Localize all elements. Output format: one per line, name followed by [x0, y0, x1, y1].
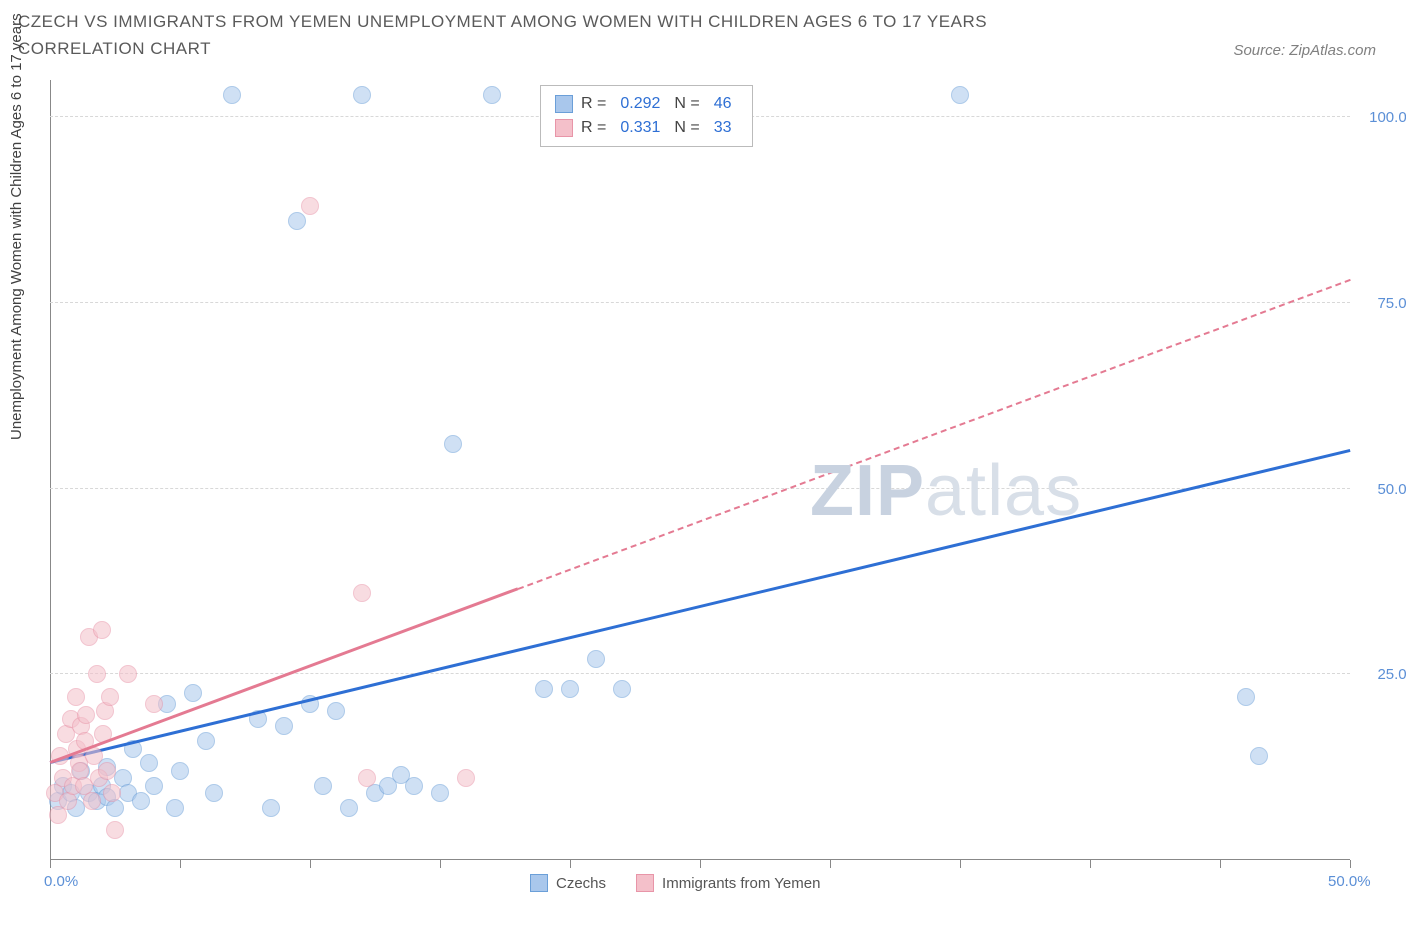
data-point [275, 717, 293, 735]
legend-swatch-czechs [530, 874, 548, 892]
watermark-zip: ZIP [810, 451, 925, 531]
data-point [166, 799, 184, 817]
chart-title: CZECH VS IMMIGRANTS FROM YEMEN UNEMPLOYM… [18, 8, 1118, 62]
data-point [67, 688, 85, 706]
data-point [535, 680, 553, 698]
x-tick-label: 0.0% [44, 873, 78, 890]
stat-r-label2: R = [581, 116, 606, 140]
stat-n-yemen: 33 [714, 116, 732, 140]
y-tick-label: 50.0% [1360, 481, 1406, 498]
scatter-plot: 25.0%50.0%75.0%100.0%0.0%50.0% [50, 80, 1350, 860]
y-axis-line [50, 80, 51, 860]
legend-label-czechs: Czechs [556, 875, 606, 892]
bottom-legend: Czechs Immigrants from Yemen [530, 874, 820, 892]
x-tick [440, 860, 441, 868]
stats-legend-box: R = 0.292 N = 46 R = 0.331 N = 33 [540, 85, 753, 147]
x-tick [180, 860, 181, 868]
stats-row-yemen: R = 0.331 N = 33 [555, 116, 738, 140]
data-point [103, 784, 121, 802]
x-tick [1090, 860, 1091, 868]
data-point [171, 762, 189, 780]
data-point [340, 799, 358, 817]
x-tick [1350, 860, 1351, 868]
data-point [327, 702, 345, 720]
data-point [353, 584, 371, 602]
stats-row-czechs: R = 0.292 N = 46 [555, 92, 738, 116]
data-point [223, 86, 241, 104]
x-tick [310, 860, 311, 868]
data-point [101, 688, 119, 706]
stat-r-yemen: 0.331 [620, 116, 660, 140]
stat-r-czechs: 0.292 [620, 92, 660, 116]
watermark: ZIPatlas [810, 450, 1082, 532]
data-point [405, 777, 423, 795]
x-tick [50, 860, 51, 868]
data-point [83, 792, 101, 810]
legend-swatch-yemen [636, 874, 654, 892]
data-point [77, 706, 95, 724]
data-point [561, 680, 579, 698]
x-tick [700, 860, 701, 868]
x-tick [960, 860, 961, 868]
source-label: Source: ZipAtlas.com [1233, 42, 1376, 59]
data-point [132, 792, 150, 810]
data-point [85, 747, 103, 765]
data-point [288, 212, 306, 230]
data-point [951, 86, 969, 104]
data-point [353, 86, 371, 104]
stat-n-label2: N = [674, 116, 699, 140]
data-point [314, 777, 332, 795]
legend-item-yemen: Immigrants from Yemen [636, 874, 820, 892]
grid-line [50, 488, 1350, 489]
y-tick-label: 25.0% [1360, 666, 1406, 683]
data-point [483, 86, 501, 104]
data-point [98, 762, 116, 780]
stat-r-label: R = [581, 92, 606, 116]
data-point [358, 769, 376, 787]
y-tick-label: 75.0% [1360, 295, 1406, 312]
data-point [301, 197, 319, 215]
data-point [145, 695, 163, 713]
data-point [49, 806, 67, 824]
data-point [431, 784, 449, 802]
grid-line [50, 673, 1350, 674]
y-tick-label: 100.0% [1360, 109, 1406, 126]
data-point [1250, 747, 1268, 765]
swatch-yemen [555, 119, 573, 137]
trend-line-extrapolated [518, 279, 1351, 590]
data-point [457, 769, 475, 787]
data-point [262, 799, 280, 817]
stat-n-czechs: 46 [714, 92, 732, 116]
grid-line [50, 302, 1350, 303]
data-point [613, 680, 631, 698]
legend-item-czechs: Czechs [530, 874, 606, 892]
data-point [1237, 688, 1255, 706]
y-axis-label: Unemployment Among Women with Children A… [8, 13, 25, 440]
data-point [587, 650, 605, 668]
data-point [106, 821, 124, 839]
swatch-czechs [555, 95, 573, 113]
data-point [145, 777, 163, 795]
x-tick [570, 860, 571, 868]
data-point [140, 754, 158, 772]
x-tick [1220, 860, 1221, 868]
legend-label-yemen: Immigrants from Yemen [662, 875, 820, 892]
data-point [119, 665, 137, 683]
data-point [184, 684, 202, 702]
data-point [88, 665, 106, 683]
x-tick-label: 50.0% [1328, 873, 1371, 890]
x-tick [830, 860, 831, 868]
data-point [205, 784, 223, 802]
trend-line [50, 449, 1351, 763]
chart-area: 25.0%50.0%75.0%100.0%0.0%50.0% ZIPatlas … [50, 80, 1350, 860]
watermark-atlas: atlas [925, 451, 1082, 531]
data-point [93, 621, 111, 639]
data-point [444, 435, 462, 453]
stat-n-label: N = [674, 92, 699, 116]
data-point [197, 732, 215, 750]
